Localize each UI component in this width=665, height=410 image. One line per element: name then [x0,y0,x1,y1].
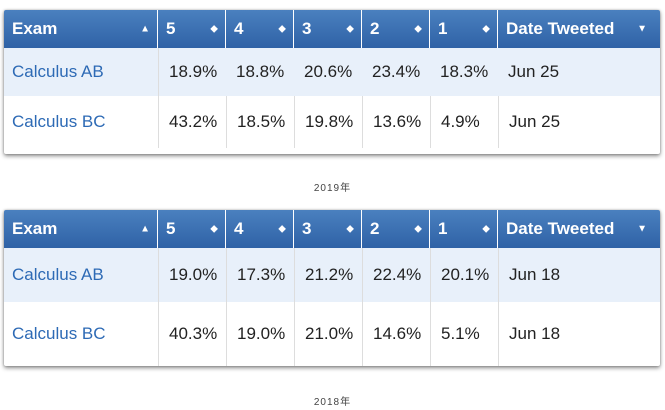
table-row: Calculus AB 19.0% 17.3% 21.2% 22.4% 20.1… [4,248,660,302]
header-score-1[interactable]: 1 ◆ [430,10,498,48]
score-cell: 21.2% [294,248,362,302]
sort-both-icon: ◆ [482,23,490,35]
header-date-tweeted[interactable]: Date Tweeted ▼ [506,19,647,38]
score-cell: 18.8% [236,62,285,81]
score-cell: 13.6% [362,96,430,148]
header-exam[interactable]: Exam ▲ [4,10,158,48]
header-score-5[interactable]: 5 ◆ [158,10,226,48]
score-table-2018: Exam ▲ 5 ◆ 4 ◆ 3 ◆ 2 ◆ 1 ◆ Date Tweeted … [4,210,660,366]
score-cell: 20.1% [430,248,498,302]
exam-name[interactable]: Calculus BC [12,324,106,343]
table-header: Exam ▲ 5 ◆ 4 ◆ 3 ◆ 2 ◆ 1 ◆ Date Tweeted … [4,10,660,48]
header-score-3[interactable]: 3 ◆ [294,10,362,48]
table-row: Calculus AB 18.9% 18.8% 20.6% 23.4% 18.3… [4,48,660,96]
score-cell: 18.9% [158,48,226,96]
sort-up-icon: ▲ [140,223,150,235]
sort-both-icon: ◆ [414,23,422,35]
score-cell: 14.6% [362,302,430,366]
table-header: Exam ▲ 5 ◆ 4 ◆ 3 ◆ 2 ◆ 1 ◆ Date Tweeted … [4,210,660,248]
date-cell: Jun 18 [498,248,654,302]
score-cell: 21.0% [294,302,362,366]
score-cell: 23.4% [372,62,421,81]
score-cell: 4.9% [430,96,498,148]
score-table-2019: Exam ▲ 5 ◆ 4 ◆ 3 ◆ 2 ◆ 1 ◆ Date Tweeted … [4,10,660,154]
header-score-4[interactable]: 4 ◆ [226,10,294,48]
table-row: Calculus BC 43.2% 18.5% 19.8% 13.6% 4.9%… [4,96,660,148]
score-cell: 22.4% [362,248,430,302]
exam-name[interactable]: Calculus AB [12,265,104,284]
header-score-3[interactable]: 3 ◆ [294,210,362,248]
caption-2019: 2019年 [313,183,352,194]
sort-both-icon: ◆ [482,223,490,235]
exam-name[interactable]: Calculus AB [12,62,104,81]
sort-both-icon: ◆ [414,223,422,235]
sort-both-icon: ◆ [346,23,354,35]
score-cell: 18.5% [226,96,294,148]
sort-both-icon: ◆ [210,23,218,35]
header-score-4[interactable]: 4 ◆ [226,210,294,248]
date-cell: Jun 18 [498,302,654,366]
table-row: Calculus BC 40.3% 19.0% 21.0% 14.6% 5.1%… [4,302,660,366]
score-cell: 19.8% [294,96,362,148]
header-score-2[interactable]: 2 ◆ [362,10,430,48]
sort-both-icon: ◆ [210,223,218,235]
score-cell: 40.3% [158,302,226,366]
score-cell: 19.0% [226,302,294,366]
score-cell: 18.3% [440,62,489,81]
caption-2018: 2018年 [313,397,352,408]
score-cell: 5.1% [430,302,498,366]
score-cell: 43.2% [158,96,226,148]
header-date-tweeted[interactable]: Date Tweeted ▼ [506,219,647,238]
sort-both-icon: ◆ [278,223,286,235]
sort-both-icon: ◆ [346,223,354,235]
header-score-2[interactable]: 2 ◆ [362,210,430,248]
date-cell: Jun 25 [508,62,560,81]
sort-both-icon: ◆ [278,23,286,35]
score-cell: 17.3% [226,248,294,302]
header-score-5[interactable]: 5 ◆ [158,210,226,248]
exam-name[interactable]: Calculus BC [12,112,106,131]
sort-down-icon: ▼ [637,23,647,35]
header-score-1[interactable]: 1 ◆ [430,210,498,248]
sort-down-icon: ▼ [637,223,647,235]
date-cell: Jun 25 [498,96,654,148]
score-cell: 20.6% [304,62,353,81]
sort-up-icon: ▲ [140,23,150,35]
header-exam[interactable]: Exam ▲ [4,210,158,248]
score-cell: 19.0% [158,248,226,302]
